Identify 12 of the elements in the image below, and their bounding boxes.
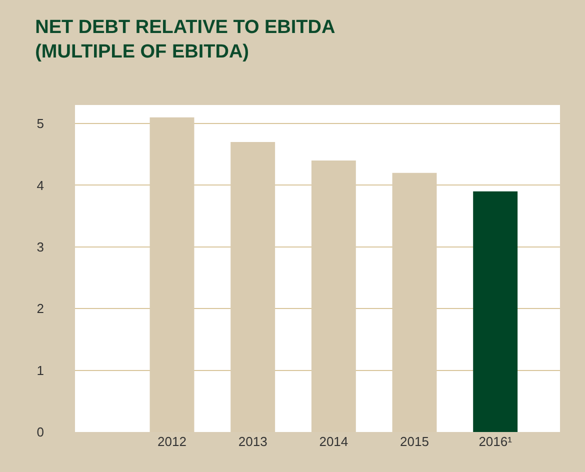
x-tick-label: 2012 (158, 434, 186, 449)
y-tick-label: 4 (36, 178, 44, 193)
x-tick-label: 2016¹ (478, 434, 513, 449)
x-tick-label: 2015 (400, 434, 429, 449)
chart-title: NET DEBT RELATIVE TO EBITDA (MULTIPLE OF EBITDA) (35, 17, 336, 63)
y-tick-label: 1 (36, 362, 44, 378)
y-tick-label: 0 (36, 424, 44, 440)
y-tick-label: 2 (36, 301, 44, 316)
x-tick-label: 2014 (319, 434, 348, 449)
y-tick-label: 5 (36, 116, 44, 132)
x-tick-label: 2013 (238, 434, 268, 449)
y-tick-label: 3 (36, 239, 44, 254)
